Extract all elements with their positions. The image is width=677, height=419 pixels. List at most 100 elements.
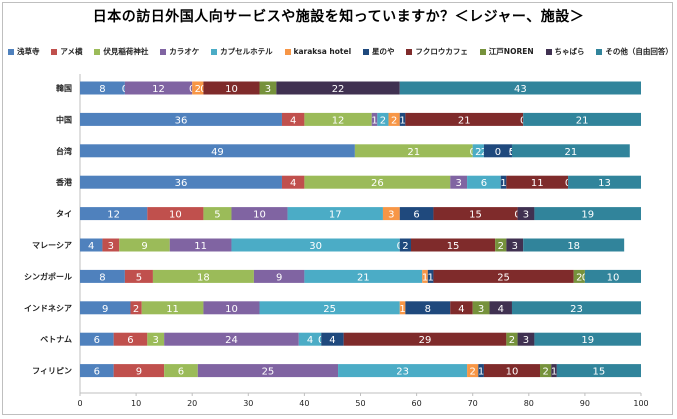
bar-segment (399, 112, 406, 126)
legend-item: 伏見稲荷神社 (94, 46, 148, 57)
bar-segment (169, 238, 232, 252)
bar-segment (483, 364, 541, 378)
data-label: 11 (194, 241, 207, 252)
bar-segment (556, 364, 641, 378)
data-label: 1 (399, 115, 405, 126)
bar-segment (500, 175, 507, 189)
data-label: 3 (265, 84, 271, 95)
bar-segment (450, 301, 473, 315)
legend-item: その他（自由回答） (596, 46, 673, 57)
bar-segment (80, 332, 114, 346)
data-label: 1 (551, 367, 557, 378)
bar-segment (388, 112, 400, 126)
data-label: 23 (570, 304, 583, 315)
bar-segment (450, 175, 468, 189)
x-tick-label: 100 (633, 399, 648, 408)
data-label: 36 (175, 115, 188, 126)
legend-swatch (284, 48, 291, 55)
legend-label: 浅草寺 (17, 47, 40, 56)
bar-segment (203, 301, 260, 315)
bar-segment (523, 112, 641, 126)
data-label: 6 (481, 178, 487, 189)
data-label: 2 (402, 241, 408, 252)
legend-item: フクロウカフェ (406, 46, 468, 57)
data-label: 4 (88, 241, 94, 252)
bar-segment (281, 175, 305, 189)
legend-swatch (51, 48, 58, 55)
data-label: 4 (329, 335, 335, 346)
data-label: 2 (391, 115, 397, 126)
x-tick-label: 30 (243, 399, 253, 408)
bar-segment (506, 238, 524, 252)
chart-legend: 浅草寺 アメ横 伏見稲荷神社 カラオケ カプセルホテル karaksa hotel 星のや フ… (8, 46, 673, 57)
bar-segment (80, 238, 103, 252)
data-label: 29 (419, 335, 432, 346)
data-label: 0 (122, 84, 128, 95)
data-label: 5 (136, 272, 142, 283)
bar-segment (584, 269, 641, 283)
data-label: 25 (323, 304, 336, 315)
bar-segment (377, 112, 389, 126)
bar-segment (281, 112, 305, 126)
data-label: 9 (141, 241, 147, 252)
bar-segment (259, 81, 277, 95)
bar-segment (276, 81, 400, 95)
legend-label: 伏見稲荷神社 (103, 47, 149, 56)
data-label: 26 (371, 178, 384, 189)
data-label: 1 (399, 304, 405, 315)
data-label: 2 (133, 304, 139, 315)
bar-segment (422, 269, 428, 283)
legend-item: カプセルホテル (211, 46, 273, 57)
legend-item: ちゃばら (545, 46, 585, 57)
legend-label: カラオケ (169, 47, 200, 56)
data-label: 4 (290, 115, 296, 126)
data-label: 10 (506, 367, 519, 378)
bar-segment (231, 207, 288, 221)
data-label: 1 (500, 178, 506, 189)
legend-swatch (406, 48, 413, 55)
data-label: 49 (211, 147, 224, 158)
legend-label: 江戸NOREN (488, 47, 534, 56)
x-tick-label: 90 (580, 399, 590, 408)
data-label: 4 (290, 178, 296, 189)
bar-segment (495, 238, 507, 252)
bar-segment (152, 269, 254, 283)
data-label: 1 (422, 272, 428, 283)
data-label: 10 (169, 210, 182, 221)
data-label: 11 (166, 304, 179, 315)
bar-segment (472, 144, 484, 158)
bar-segment (517, 207, 535, 221)
legend-label: その他（自由回答） (605, 47, 673, 56)
data-label: 3 (388, 210, 394, 221)
data-label: 8 (99, 272, 105, 283)
bar-segment (124, 81, 193, 95)
bar-segment (354, 144, 473, 158)
bar-segment (410, 238, 496, 252)
data-label: 4 (458, 304, 464, 315)
category-label: タイ (56, 209, 72, 219)
bar-segment (304, 112, 372, 126)
bar-segment (433, 269, 574, 283)
category-label: フィリピン (32, 366, 72, 376)
data-label: 15 (593, 367, 606, 378)
legend-swatch (211, 48, 218, 55)
legend-label: 星のや (372, 47, 395, 56)
legend-label: karaksa hotel (293, 47, 352, 56)
x-tick-label: 40 (299, 399, 309, 408)
legend-swatch (94, 48, 101, 55)
data-label: 2 (576, 272, 582, 283)
bar-segment (80, 207, 148, 221)
data-label: 23 (396, 367, 409, 378)
data-label: 2 (195, 84, 201, 95)
data-label: 6 (127, 335, 133, 346)
x-tick-label: 0 (77, 399, 82, 408)
data-label: 3 (523, 210, 529, 221)
bar-segment (197, 364, 339, 378)
data-label: 21 (407, 147, 420, 158)
bar-segment (124, 269, 153, 283)
data-label: 3 (478, 304, 484, 315)
legend-swatch (479, 48, 486, 55)
legend-swatch (545, 48, 552, 55)
x-tick-label: 20 (187, 399, 197, 408)
data-label: 19 (581, 210, 594, 221)
